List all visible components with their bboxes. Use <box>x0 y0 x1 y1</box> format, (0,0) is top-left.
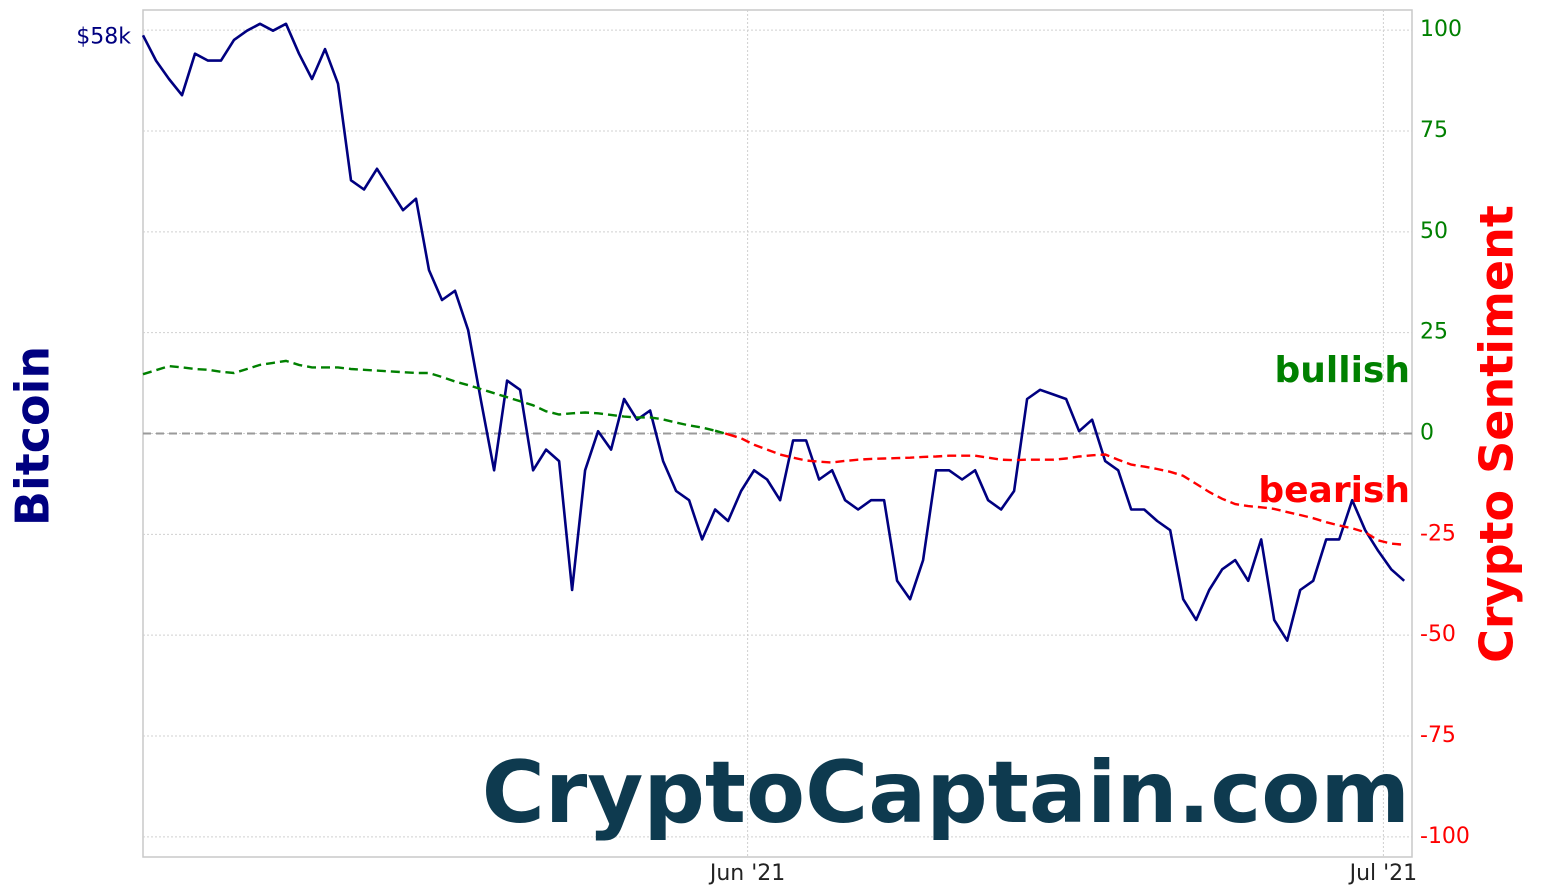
y2-tick-label: -75 <box>1420 723 1456 748</box>
y-tick-label: $58k <box>76 25 131 50</box>
y2-tick-label: -50 <box>1420 622 1456 647</box>
annotation: bearish <box>1258 470 1410 511</box>
y2-tick-label: 0 <box>1420 421 1434 446</box>
y2-axis-label: Crypto Sentiment <box>1470 205 1524 663</box>
y2-tick-label: -100 <box>1420 824 1470 849</box>
bitcoin-line <box>141 22 1406 642</box>
sentiment-bridge <box>714 429 726 435</box>
y2-tick-label: 100 <box>1420 17 1462 42</box>
y2-tick-label: -25 <box>1420 521 1456 546</box>
sentiment-bridge <box>724 432 729 436</box>
x-tick-label: Jul '21 <box>1348 861 1418 886</box>
y2-tick-label: 75 <box>1420 118 1448 143</box>
watermark: CryptoCaptain.com <box>482 743 1410 843</box>
x-tick-label: Jun '21 <box>708 861 785 886</box>
plot-frame <box>142 9 1413 858</box>
sentiment-line <box>727 433 1405 546</box>
y-axis-label: Bitcoin <box>6 346 60 526</box>
y2-tick-label: 25 <box>1420 320 1448 345</box>
annotation: bullish <box>1275 350 1410 391</box>
y2-tick-label: 50 <box>1420 219 1448 244</box>
